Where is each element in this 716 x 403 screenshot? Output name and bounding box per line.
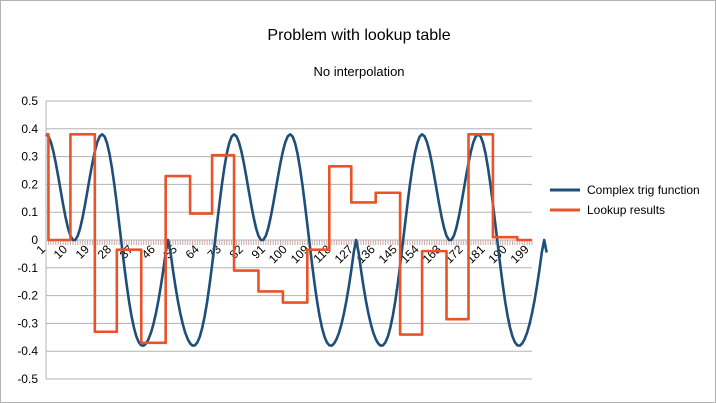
chart-subtitle: No interpolation: [313, 64, 404, 79]
y-tick-label-0: 0.5: [21, 94, 38, 108]
y-tick-label-6: -0.1: [17, 261, 38, 275]
y-tick-label-9: -0.4: [17, 344, 38, 358]
y-tick-label-2: 0.3: [21, 150, 38, 164]
y-tick-label-8: -0.3: [17, 316, 38, 330]
y-tick-label-5: 0: [31, 233, 38, 247]
legend: Complex trig function Lookup results: [550, 183, 700, 217]
x-axis: 1 10 19 28 37 46 55 64 73 82 911001091181271361451…: [33, 239, 533, 266]
y-axis: 0.5 0.4 0.3 0.2 0.1 0 -0.1 -0.2 -0.3 -0.4 -0.5: [17, 94, 47, 386]
legend-label-0: Complex trig function: [587, 183, 700, 197]
series-line-0: [45, 133, 548, 347]
legend-label-1: Lookup results: [587, 203, 665, 217]
x-tick-label-22: 199: [508, 242, 532, 266]
x-tick-label-16: 145: [376, 242, 400, 266]
y-tick-label-3: 0.2: [21, 177, 38, 191]
y-tick-label-1: 0.4: [21, 122, 38, 136]
y-tick-label-7: -0.2: [17, 289, 38, 303]
x-tick-label-11: 100: [266, 242, 290, 266]
plot-area: [45, 133, 548, 347]
y-tick-label-10: -0.5: [17, 372, 38, 386]
chart-title: Problem with lookup table: [267, 27, 450, 44]
series-line-1: [46, 133, 532, 345]
y-tick-label-4: 0.1: [21, 205, 38, 219]
